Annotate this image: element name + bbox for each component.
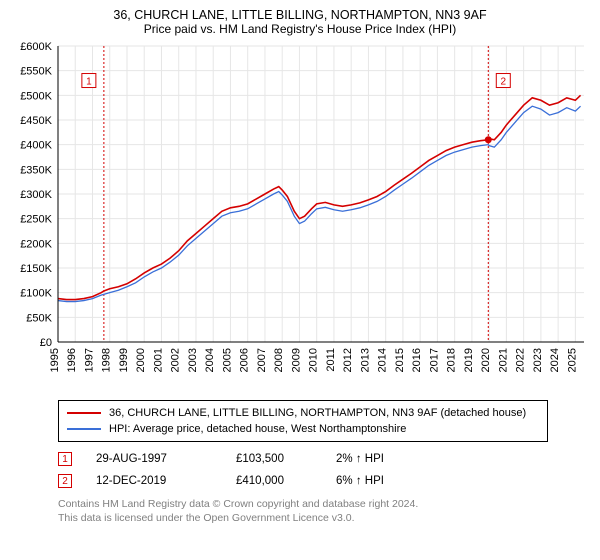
legend-item: 36, CHURCH LANE, LITTLE BILLING, NORTHAM… — [67, 405, 539, 421]
svg-text:£500K: £500K — [20, 90, 52, 102]
marker-date: 29-AUG-1997 — [96, 453, 236, 465]
svg-text:£450K: £450K — [20, 115, 52, 127]
svg-text:2010: 2010 — [308, 348, 320, 372]
svg-text:2011: 2011 — [325, 348, 337, 372]
svg-text:£350K: £350K — [20, 164, 52, 176]
svg-text:2022: 2022 — [515, 348, 527, 372]
legend-swatch — [67, 428, 101, 430]
svg-text:2002: 2002 — [170, 348, 182, 372]
svg-text:1998: 1998 — [101, 348, 113, 372]
svg-text:£600K: £600K — [20, 42, 52, 53]
svg-text:2012: 2012 — [342, 348, 354, 372]
svg-text:2003: 2003 — [187, 348, 199, 372]
svg-text:2024: 2024 — [549, 348, 561, 372]
svg-text:£150K: £150K — [20, 263, 52, 275]
svg-text:1996: 1996 — [66, 348, 78, 372]
marker-hpi: 6% ↑ HPI — [336, 475, 436, 487]
sale-marker-row: 1 29-AUG-1997£103,5002% ↑ HPI — [58, 448, 588, 470]
svg-text:£250K: £250K — [20, 214, 52, 226]
marker-badge: 2 — [58, 474, 72, 488]
svg-text:1: 1 — [86, 77, 92, 88]
marker-date: 12-DEC-2019 — [96, 475, 236, 487]
svg-text:£0: £0 — [40, 337, 52, 349]
svg-text:2014: 2014 — [377, 348, 389, 372]
svg-text:2009: 2009 — [290, 348, 302, 372]
svg-text:2020: 2020 — [480, 348, 492, 372]
svg-text:2019: 2019 — [463, 348, 475, 372]
svg-text:2001: 2001 — [152, 348, 164, 372]
svg-text:1997: 1997 — [83, 348, 95, 372]
legend: 36, CHURCH LANE, LITTLE BILLING, NORTHAM… — [58, 400, 548, 442]
svg-text:2007: 2007 — [256, 348, 268, 372]
svg-text:£550K: £550K — [20, 66, 52, 78]
svg-text:2006: 2006 — [239, 348, 251, 372]
footer-attribution: Contains HM Land Registry data © Crown c… — [58, 498, 588, 525]
svg-text:£100K: £100K — [20, 288, 52, 300]
svg-text:2000: 2000 — [135, 348, 147, 372]
marker-badge: 1 — [58, 452, 72, 466]
svg-text:2025: 2025 — [566, 348, 578, 372]
marker-price: £410,000 — [236, 475, 336, 487]
legend-label: HPI: Average price, detached house, West… — [109, 423, 406, 435]
svg-text:2004: 2004 — [204, 348, 216, 372]
chart-title: 36, CHURCH LANE, LITTLE BILLING, NORTHAM… — [12, 8, 588, 22]
svg-text:2017: 2017 — [428, 348, 440, 372]
svg-text:£200K: £200K — [20, 238, 52, 250]
legend-label: 36, CHURCH LANE, LITTLE BILLING, NORTHAM… — [109, 407, 526, 419]
sale-markers: 1 29-AUG-1997£103,5002% ↑ HPI 2 12-DEC-2019… — [58, 448, 588, 492]
svg-text:1995: 1995 — [49, 348, 61, 372]
footer-line-1: Contains HM Land Registry data © Crown c… — [58, 498, 588, 512]
svg-text:2015: 2015 — [394, 348, 406, 372]
svg-text:£400K: £400K — [20, 140, 52, 152]
chart-svg: £0 £50K £100K £150K £200K £250K £300K £350K £400… — [12, 42, 588, 392]
chart-subtitle: Price paid vs. HM Land Registry's House … — [12, 22, 588, 36]
footer-line-2: This data is licensed under the Open Gov… — [58, 512, 588, 526]
svg-text:2013: 2013 — [359, 348, 371, 372]
svg-text:2021: 2021 — [497, 348, 509, 372]
marker-price: £103,500 — [236, 453, 336, 465]
svg-text:£50K: £50K — [26, 312, 52, 324]
svg-text:2018: 2018 — [446, 348, 458, 372]
svg-text:2023: 2023 — [532, 348, 544, 372]
svg-text:2: 2 — [501, 77, 507, 88]
legend-item: HPI: Average price, detached house, West… — [67, 421, 539, 437]
svg-text:2005: 2005 — [221, 348, 233, 372]
svg-text:£300K: £300K — [20, 189, 52, 201]
marker-hpi: 2% ↑ HPI — [336, 453, 436, 465]
sale-marker-row: 2 12-DEC-2019£410,0006% ↑ HPI — [58, 470, 588, 492]
svg-text:2008: 2008 — [273, 348, 285, 372]
svg-text:2016: 2016 — [411, 348, 423, 372]
legend-swatch — [67, 412, 101, 414]
svg-text:1999: 1999 — [118, 348, 130, 372]
price-chart: £0 £50K £100K £150K £200K £250K £300K £350K £400… — [12, 42, 588, 392]
